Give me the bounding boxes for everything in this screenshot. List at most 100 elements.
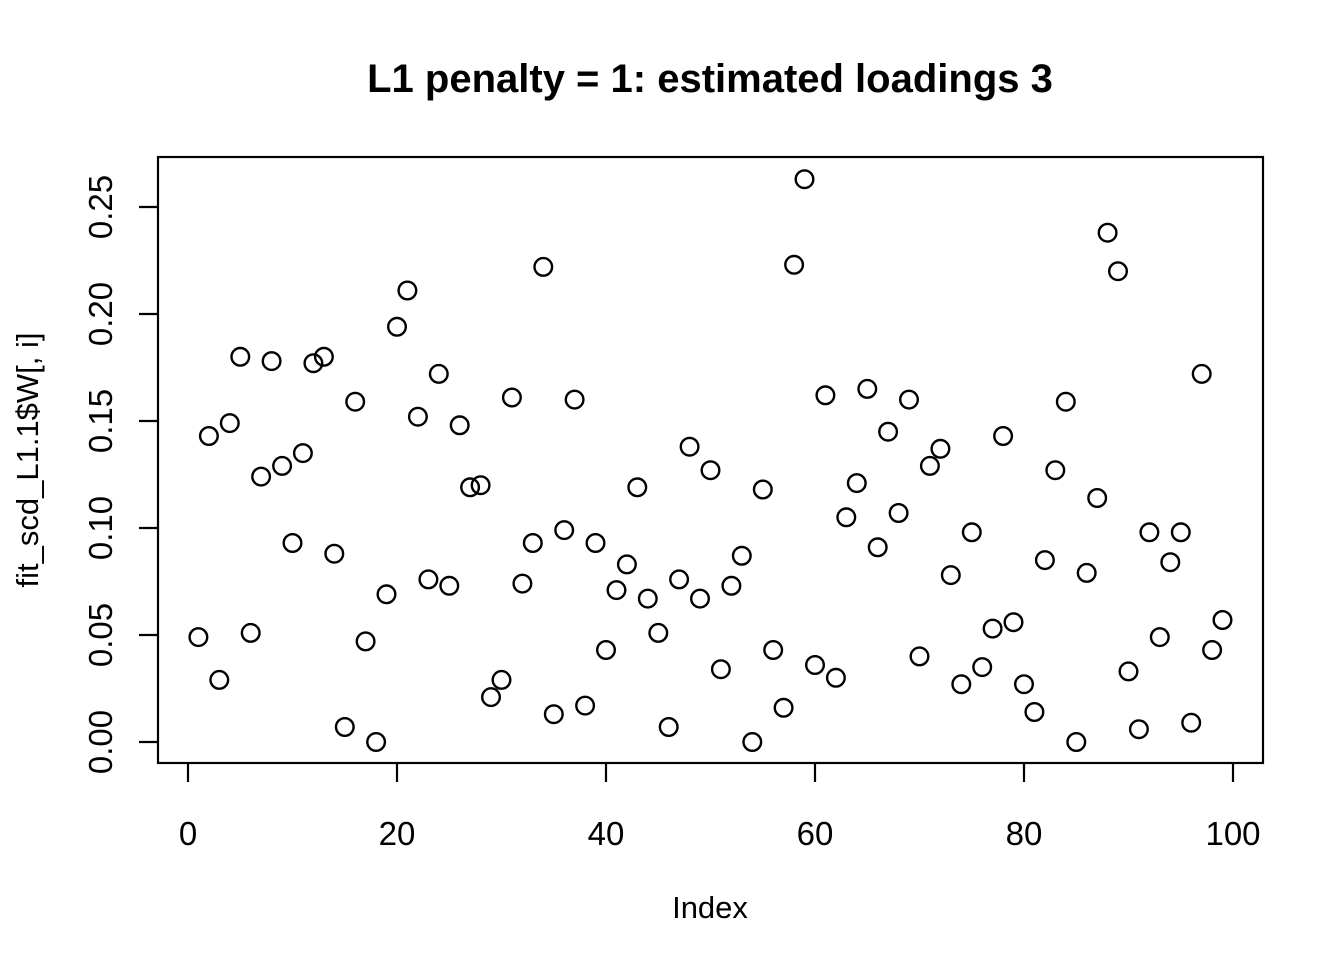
x-tick-label: 60 bbox=[797, 815, 834, 852]
data-point bbox=[585, 533, 606, 554]
data-point bbox=[878, 421, 899, 442]
data-point bbox=[815, 385, 836, 406]
data-point bbox=[1045, 460, 1066, 481]
x-axis: 0 20 40 60 80 100 bbox=[179, 763, 1261, 852]
data-point bbox=[825, 667, 846, 688]
data-point bbox=[1128, 719, 1149, 740]
data-point bbox=[1055, 391, 1076, 412]
data-point bbox=[721, 575, 742, 596]
data-point bbox=[230, 346, 251, 367]
data-point bbox=[313, 346, 334, 367]
data-point bbox=[742, 732, 763, 753]
data-point bbox=[961, 522, 982, 543]
data-point bbox=[407, 406, 428, 427]
data-point bbox=[846, 473, 867, 494]
data-point bbox=[919, 455, 940, 476]
x-tick-label: 100 bbox=[1205, 815, 1260, 852]
data-point bbox=[648, 622, 669, 643]
data-point bbox=[940, 565, 961, 586]
x-tick-label: 80 bbox=[1006, 815, 1043, 852]
data-point bbox=[292, 443, 313, 464]
data-point bbox=[554, 520, 575, 541]
data-point bbox=[930, 438, 951, 459]
data-point bbox=[397, 280, 418, 301]
data-point bbox=[773, 697, 794, 718]
data-point bbox=[1014, 674, 1035, 695]
data-point bbox=[658, 717, 679, 738]
y-tick-label: 0.20 bbox=[82, 282, 119, 346]
data-point bbox=[596, 640, 617, 661]
data-point bbox=[251, 466, 272, 487]
data-point bbox=[669, 569, 690, 590]
data-point bbox=[627, 477, 648, 498]
data-point bbox=[428, 363, 449, 384]
data-point bbox=[752, 479, 773, 500]
data-point bbox=[209, 669, 230, 690]
data-point bbox=[334, 717, 355, 738]
data-point bbox=[1107, 261, 1128, 282]
data-point bbox=[355, 631, 376, 652]
data-point bbox=[439, 575, 460, 596]
y-tick-label: 0.05 bbox=[82, 603, 119, 667]
data-point bbox=[1066, 732, 1087, 753]
data-point bbox=[1076, 562, 1097, 583]
data-point bbox=[366, 732, 387, 753]
data-point bbox=[1149, 627, 1170, 648]
data-point bbox=[836, 507, 857, 528]
data-point bbox=[1087, 488, 1108, 509]
data-point bbox=[1212, 610, 1233, 631]
data-point bbox=[637, 588, 658, 609]
data-point bbox=[993, 426, 1014, 447]
data-point bbox=[188, 627, 209, 648]
data-point bbox=[261, 351, 282, 372]
x-axis-label: Index bbox=[672, 890, 748, 925]
data-point bbox=[1139, 522, 1160, 543]
data-point bbox=[700, 460, 721, 481]
data-point bbox=[533, 256, 554, 277]
data-point bbox=[1097, 222, 1118, 243]
data-point bbox=[1003, 612, 1024, 633]
x-tick-label: 40 bbox=[588, 815, 625, 852]
data-point bbox=[1191, 363, 1212, 384]
data-point bbox=[909, 646, 930, 667]
data-point bbox=[303, 353, 324, 374]
data-point bbox=[522, 533, 543, 554]
data-point bbox=[324, 543, 345, 564]
data-point bbox=[616, 554, 637, 575]
data-point bbox=[763, 640, 784, 661]
data-point bbox=[543, 704, 564, 725]
chart-title: L1 penalty = 1: estimated loadings 3 bbox=[367, 57, 1053, 101]
data-point bbox=[345, 391, 366, 412]
data-point bbox=[272, 455, 293, 476]
data-point bbox=[418, 569, 439, 590]
y-tick-label: 0.00 bbox=[82, 710, 119, 774]
data-point bbox=[282, 533, 303, 554]
data-point bbox=[376, 584, 397, 605]
data-point bbox=[710, 659, 731, 680]
data-point bbox=[1118, 661, 1139, 682]
data-point bbox=[867, 537, 888, 558]
plot-frame bbox=[156, 155, 1265, 765]
y-tick-label: 0.25 bbox=[82, 175, 119, 239]
data-point bbox=[512, 573, 533, 594]
data-point bbox=[1170, 522, 1191, 543]
data-point bbox=[857, 378, 878, 399]
data-point bbox=[972, 657, 993, 678]
data-point bbox=[564, 389, 585, 410]
data-point bbox=[899, 389, 920, 410]
data-point bbox=[198, 426, 219, 447]
data-point bbox=[1160, 552, 1181, 573]
x-tick-label: 20 bbox=[379, 815, 416, 852]
x-tick-label: 0 bbox=[179, 815, 197, 852]
data-point bbox=[690, 588, 711, 609]
data-point bbox=[575, 695, 596, 716]
data-point bbox=[449, 415, 470, 436]
data-point bbox=[470, 475, 491, 496]
data-point bbox=[679, 436, 700, 457]
data-point bbox=[491, 669, 512, 690]
data-point bbox=[501, 387, 522, 408]
data-point bbox=[240, 622, 261, 643]
y-tick-label: 0.10 bbox=[82, 496, 119, 560]
data-point bbox=[951, 674, 972, 695]
data-point bbox=[387, 316, 408, 337]
